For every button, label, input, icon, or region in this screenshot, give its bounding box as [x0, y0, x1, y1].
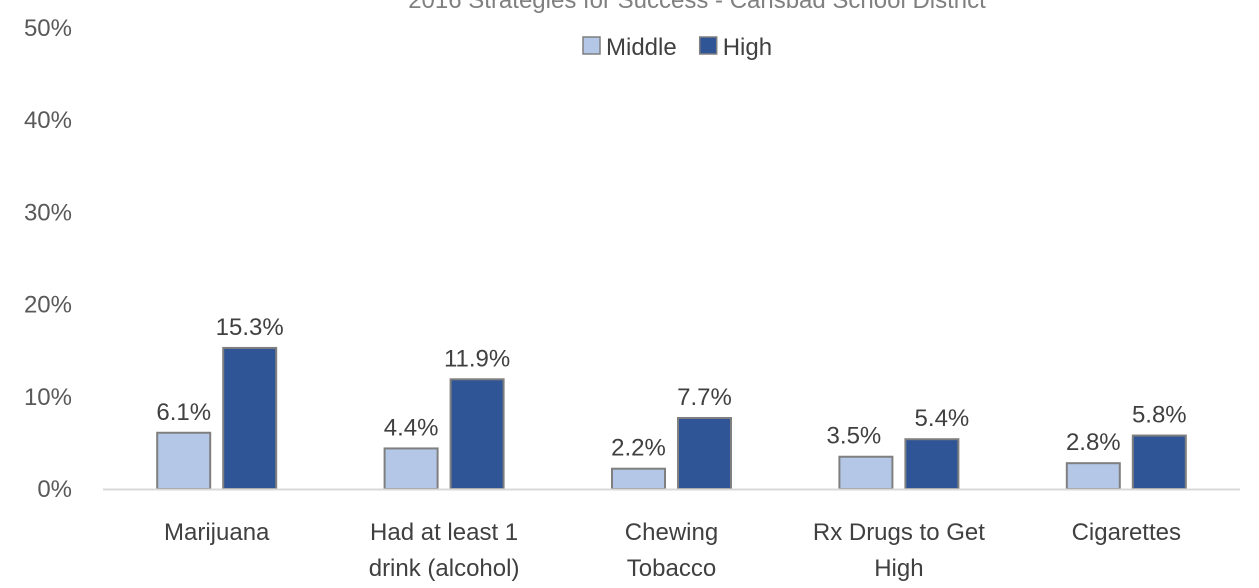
y-tick-label: 50% [24, 15, 72, 42]
bar-middle [1065, 462, 1121, 490]
bars [156, 346, 1187, 491]
x-category-label: Cigarettes [1072, 519, 1181, 546]
legend-label: Middle [606, 34, 677, 61]
x-category-label: Marijuana [164, 519, 270, 546]
data-label: 5.8% [1132, 402, 1187, 429]
x-category-label: Chewing Tobacco [625, 519, 718, 582]
data-label: 15.3% [216, 314, 284, 341]
legend: Middle High [582, 34, 772, 61]
bar-high [677, 417, 732, 491]
bar-middle [611, 467, 666, 491]
y-tick-label: 40% [24, 107, 72, 134]
legend-label: High [723, 34, 772, 61]
data-labels: 6.1% 15.3% 4.4% 11.9% 2.2% 7.7% 3.5% 5.4% 2.8% 5.… [156, 314, 1186, 462]
data-label: 6.1% [156, 399, 211, 426]
y-tick-label: 10% [24, 384, 72, 411]
bar-middle [838, 455, 894, 491]
bar-middle [383, 447, 439, 491]
data-label: 2.2% [611, 435, 666, 462]
y-tick-label: 0% [37, 476, 72, 503]
legend-swatch-middle [582, 36, 601, 55]
legend-swatch-high [698, 36, 718, 55]
bar-high [449, 378, 505, 491]
data-label: 2.8% [1066, 429, 1121, 456]
data-label: 11.9% [444, 345, 510, 372]
bar-middle [156, 431, 212, 490]
y-tick-label: 20% [24, 292, 72, 319]
bar-high [222, 346, 278, 490]
bar-high [904, 438, 960, 491]
x-category-label: Rx Drugs to Get High [813, 519, 985, 582]
y-axis: 0% 10% 20% 30% 40% 50% [24, 15, 72, 503]
chart-title: 2016 Strategies for Success - Carlsbad S… [408, 0, 986, 14]
x-axis: Marijuana Had at least 1 drink (alcohol) Ch… [103, 488, 1240, 582]
data-label: 3.5% [827, 423, 882, 450]
data-label: 5.4% [915, 405, 970, 432]
x-category-label: Had at least 1 drink (alcohol) [369, 519, 520, 582]
data-label: 7.7% [677, 384, 732, 411]
y-tick-label: 30% [24, 199, 72, 226]
bar-high [1131, 434, 1187, 490]
data-label: 4.4% [384, 414, 439, 441]
